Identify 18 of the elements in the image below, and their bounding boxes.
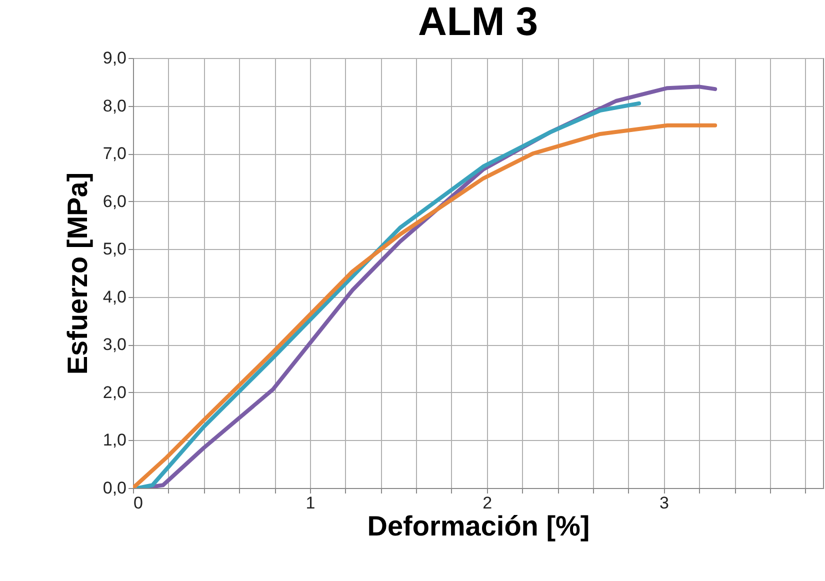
y-tick-label: 2,0 xyxy=(102,382,126,402)
y-tick-label: 6,0 xyxy=(102,192,126,211)
y-tick-label: 5,0 xyxy=(102,240,126,259)
y-tick-label: 9,0 xyxy=(102,48,126,68)
chart-title: ALM 3 xyxy=(418,0,538,44)
x-tick-label: 0 xyxy=(134,494,143,512)
y-tick-label: 4,0 xyxy=(102,287,126,306)
y-tick-label: 8,0 xyxy=(102,96,126,116)
y-axis-title: Esfuerzo [MPa] xyxy=(62,172,93,375)
x-tick-label: 2 xyxy=(482,494,492,512)
line-series xyxy=(136,101,641,488)
y-tick-label: 7,0 xyxy=(102,144,126,164)
x-axis-title: Deformación [%] xyxy=(367,510,590,542)
y-tick-label: 3,0 xyxy=(102,335,126,354)
x-tick-label: 3 xyxy=(660,494,670,512)
x-tick-label: 1 xyxy=(306,494,316,512)
y-tick-label: 1,0 xyxy=(102,430,126,450)
y-tick-label: 0,0 xyxy=(102,478,126,498)
